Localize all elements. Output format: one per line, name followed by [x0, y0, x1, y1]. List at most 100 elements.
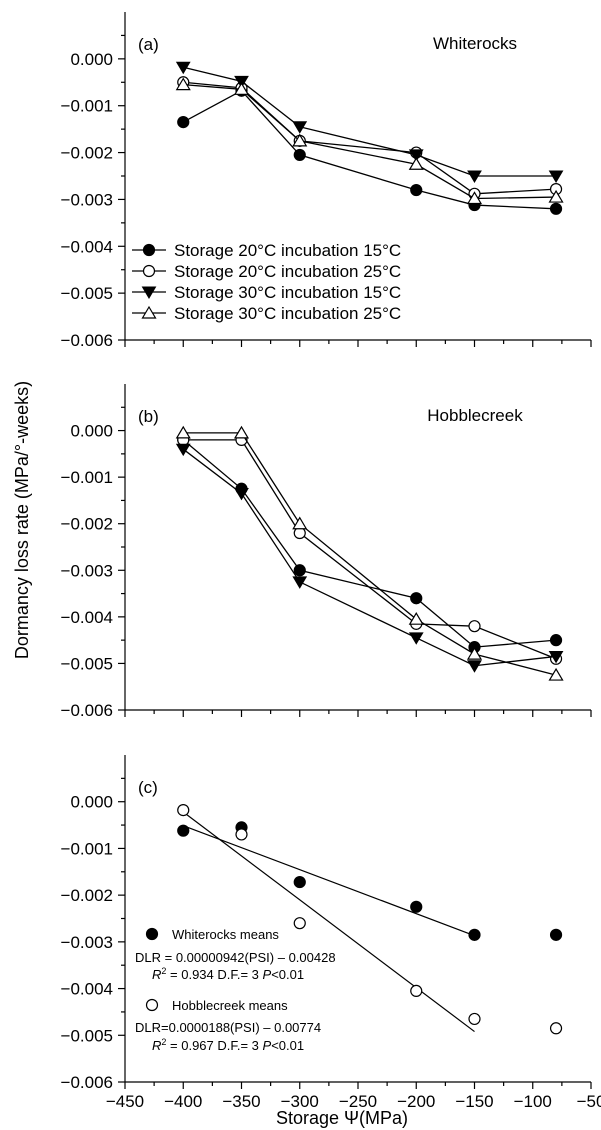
data-point [233, 82, 250, 95]
series-line [183, 439, 557, 660]
legend-entry: Storage 30°C incubation 25°C [174, 304, 401, 323]
panel-b-hobblecreek: 0.000 −0.001 −0.002 −0.003 −0.004 −0.005 −0.00… [61, 384, 592, 720]
y-tick-label: −0.002 [61, 886, 113, 905]
data-point [549, 1022, 563, 1035]
series-filled-triangle [175, 61, 564, 183]
data-point [410, 984, 423, 998]
y-tick-label: −0.005 [61, 284, 113, 303]
series-line [183, 66, 557, 177]
data-point [233, 425, 250, 439]
y-tick-label: −0.001 [61, 839, 113, 858]
hobblecreek-legend-marker [145, 998, 159, 1012]
data-point [410, 592, 423, 605]
x-tick-label: −250 [339, 1092, 377, 1111]
panel-c-means-regression: 0.000 −0.001 −0.002 −0.003 −0.004 −0.005 −0.00… [61, 755, 601, 1111]
data-point [234, 487, 249, 501]
x-axis-title: Storage Ψ(MPa) [276, 1108, 408, 1128]
y-tick-label: 0.000 [70, 422, 113, 441]
y-tick-label: −0.005 [61, 1026, 113, 1045]
data-point [468, 928, 481, 941]
series-open-circle [177, 433, 563, 665]
y-tick-label: −0.002 [61, 515, 113, 534]
data-point [408, 149, 424, 162]
legend-entry: Storage 20°C incubation 15°C [174, 241, 401, 260]
data-point [410, 183, 423, 197]
series-line [182, 89, 557, 210]
regression-annotations: Whiterocks means DLR = 0.00000942(PSI) – … [135, 927, 336, 1053]
hobblecreek-label: Hobblecreek means [172, 998, 288, 1013]
legend: Storage 20°C incubation 15°C Storage 20°C… [132, 241, 401, 323]
legend-marker [141, 286, 157, 299]
data-point [293, 917, 306, 930]
y-tick-label: −0.006 [61, 1073, 113, 1092]
panel-label: (b) [138, 407, 159, 426]
x-tick-label: −150 [455, 1092, 493, 1111]
x-tick-label: −300 [281, 1092, 319, 1111]
data-point [292, 576, 308, 589]
data-point [292, 133, 308, 147]
data-point [549, 634, 563, 647]
data-point [175, 77, 191, 91]
data-point [292, 516, 308, 530]
y-tick-label: −0.003 [61, 933, 113, 952]
data-point [177, 804, 190, 817]
x-tick-label: −350 [222, 1092, 260, 1111]
y-tick-label: 0.000 [70, 793, 113, 812]
regression-line [183, 825, 475, 937]
data-point [549, 928, 563, 941]
data-point [293, 148, 306, 162]
series-open-circle [177, 804, 563, 1035]
data-point [175, 61, 191, 75]
y-tick-label: 0.000 [70, 50, 113, 69]
legend-entry: Storage 30°C incubation 15°C [174, 283, 401, 302]
panel-a-whiterocks: 0.000 −0.001 −0.002 −0.003 −0.004 −0.005 −0.00… [61, 12, 592, 350]
y-tick-label: −0.004 [61, 980, 113, 999]
data-point [293, 875, 306, 889]
data-point [177, 116, 190, 129]
legend-entry: Storage 20°C incubation 25°C [174, 262, 401, 281]
whiterocks-equation: DLR = 0.00000942(PSI) – 0.00428 [135, 950, 336, 965]
data-point [292, 121, 308, 134]
series-line [182, 439, 557, 648]
series-open-triangle [175, 77, 564, 205]
site-title: Hobblecreek [427, 406, 523, 425]
y-tick-label: −0.001 [61, 468, 113, 487]
x-tick-label: −100 [514, 1092, 552, 1111]
series-filled-circle [177, 84, 563, 215]
data-point [408, 157, 424, 170]
legend-marker [142, 243, 156, 257]
y-tick-label: −0.003 [61, 190, 113, 209]
data-point [177, 824, 190, 837]
data-point [548, 189, 564, 203]
data-point [549, 202, 563, 215]
panel-label: (c) [138, 778, 158, 797]
y-axis-title: Dormancy loss rate (MPa/°-weeks) [12, 381, 32, 659]
series-filled-circle [177, 433, 563, 654]
y-tick-label: −0.004 [61, 608, 113, 627]
series-filled-triangle [175, 443, 564, 673]
data-point [408, 612, 424, 625]
series-line [182, 448, 557, 667]
x-tick-label: −200 [397, 1092, 435, 1111]
series-line [183, 81, 557, 195]
data-point [410, 900, 423, 913]
panel-label: (a) [138, 35, 159, 54]
data-point [235, 828, 248, 841]
x-tick-label: −450 [106, 1092, 144, 1111]
whiterocks-legend-marker [145, 927, 159, 941]
y-tick-label: −0.006 [61, 701, 113, 720]
series-open-triangle [175, 425, 564, 681]
data-point [293, 564, 306, 577]
x-tick-label: −50 [577, 1092, 601, 1111]
hobblecreek-equation: DLR=0.0000188(PSI) – 0.00774 [135, 1020, 321, 1035]
y-tick-label: −0.004 [61, 237, 113, 256]
site-title: Whiterocks [433, 34, 517, 53]
y-tick-label: −0.003 [61, 561, 113, 580]
legend-marker [141, 305, 157, 319]
data-point [548, 667, 564, 681]
data-point [175, 443, 191, 457]
regression-line [182, 811, 475, 1033]
series-open-circle [177, 76, 563, 200]
x-tick-label: −400 [164, 1092, 202, 1111]
